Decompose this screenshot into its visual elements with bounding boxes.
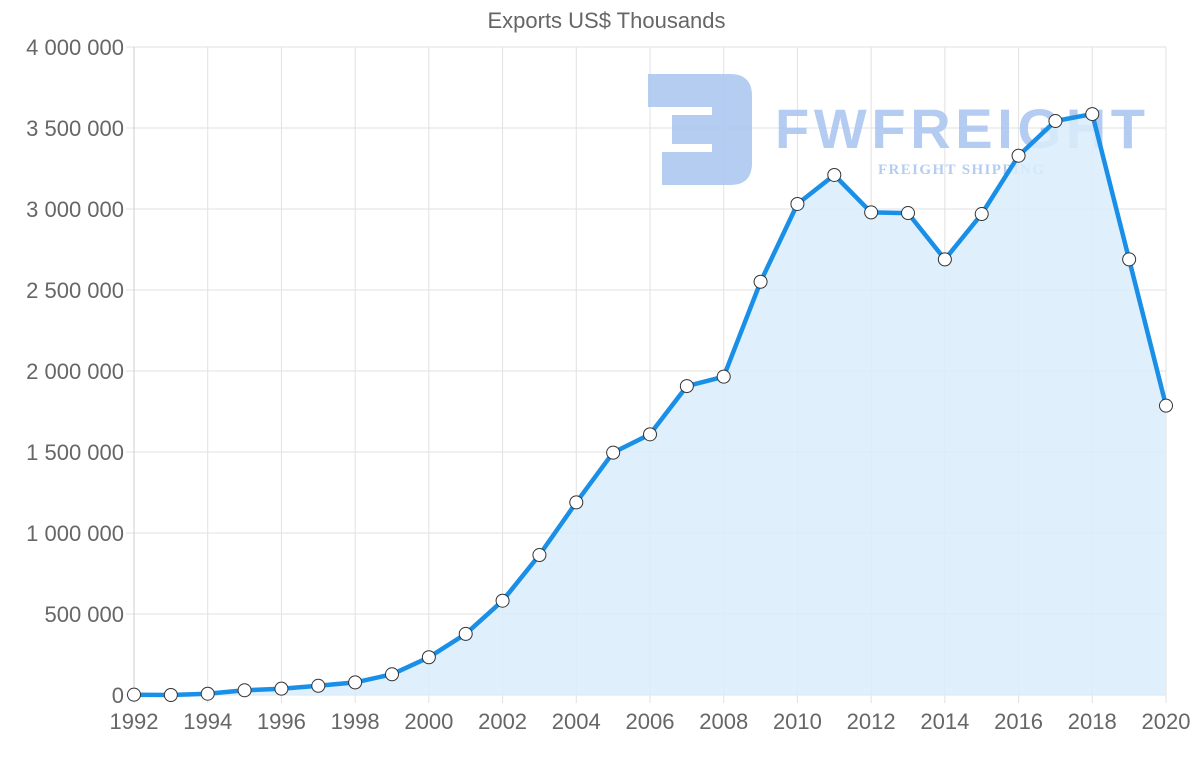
data-point[interactable] (937, 252, 952, 267)
x-tick-label: 1998 (331, 709, 380, 734)
data-point[interactable] (643, 427, 657, 442)
x-tick-label: 2000 (404, 709, 453, 734)
chart-title: Exports US$ Thousands (487, 8, 726, 33)
data-point[interactable] (458, 626, 473, 641)
data-point[interactable] (1122, 252, 1137, 267)
data-points (127, 107, 1173, 702)
area-fill (134, 114, 1166, 696)
watermark-tagline: FREIGHT SHIPPING (878, 162, 1044, 178)
x-tick-label: 2012 (847, 709, 896, 734)
data-point[interactable] (127, 687, 141, 702)
data-point[interactable] (716, 369, 731, 384)
x-tick-label: 2008 (699, 709, 748, 734)
data-point[interactable] (679, 379, 694, 394)
data-point[interactable] (606, 445, 621, 460)
data-point[interactable] (569, 495, 584, 510)
x-tick-label: 1996 (257, 709, 306, 734)
x-tick-label: 2002 (478, 709, 527, 734)
x-tick-label: 2020 (1142, 709, 1191, 734)
x-tick-label: 1992 (110, 709, 159, 734)
data-point[interactable] (532, 548, 547, 563)
data-point[interactable] (827, 167, 842, 182)
y-tick-label: 1 500 000 (26, 440, 124, 465)
data-point[interactable] (901, 206, 915, 221)
x-tick-label: 2006 (626, 709, 675, 734)
data-point[interactable] (1048, 114, 1063, 129)
data-point[interactable] (385, 667, 399, 682)
data-point[interactable] (1085, 107, 1100, 122)
x-tick-label: 2010 (773, 709, 822, 734)
data-point[interactable] (1011, 148, 1026, 163)
fwfreight-logo-icon (648, 74, 752, 185)
data-point[interactable] (1159, 398, 1173, 413)
data-point[interactable] (790, 196, 805, 211)
data-point[interactable] (237, 683, 252, 698)
y-tick-label: 2 500 000 (26, 278, 124, 303)
y-tick-label: 0 (112, 683, 124, 708)
data-point[interactable] (163, 688, 178, 702)
data-point[interactable] (753, 274, 768, 289)
y-tick-label: 3 000 000 (26, 197, 124, 222)
y-tick-label: 2 000 000 (26, 359, 124, 384)
data-point[interactable] (864, 205, 879, 220)
data-point[interactable] (311, 678, 326, 693)
y-tick-label: 1 000 000 (26, 521, 124, 546)
x-tick-label: 2018 (1068, 709, 1117, 734)
x-tick-label: 2014 (920, 709, 969, 734)
y-tick-label: 4 000 000 (26, 35, 124, 60)
x-tick-label: 1994 (183, 709, 232, 734)
y-tick-label: 3 500 000 (26, 116, 124, 141)
data-point[interactable] (421, 650, 436, 665)
data-point[interactable] (274, 681, 289, 696)
data-point[interactable] (348, 675, 363, 690)
x-tick-label: 2016 (994, 709, 1043, 734)
data-point[interactable] (200, 686, 215, 701)
y-tick-label: 500 000 (44, 602, 124, 627)
data-point[interactable] (974, 207, 989, 222)
x-tick-label: 2004 (552, 709, 601, 734)
data-point[interactable] (495, 593, 510, 608)
